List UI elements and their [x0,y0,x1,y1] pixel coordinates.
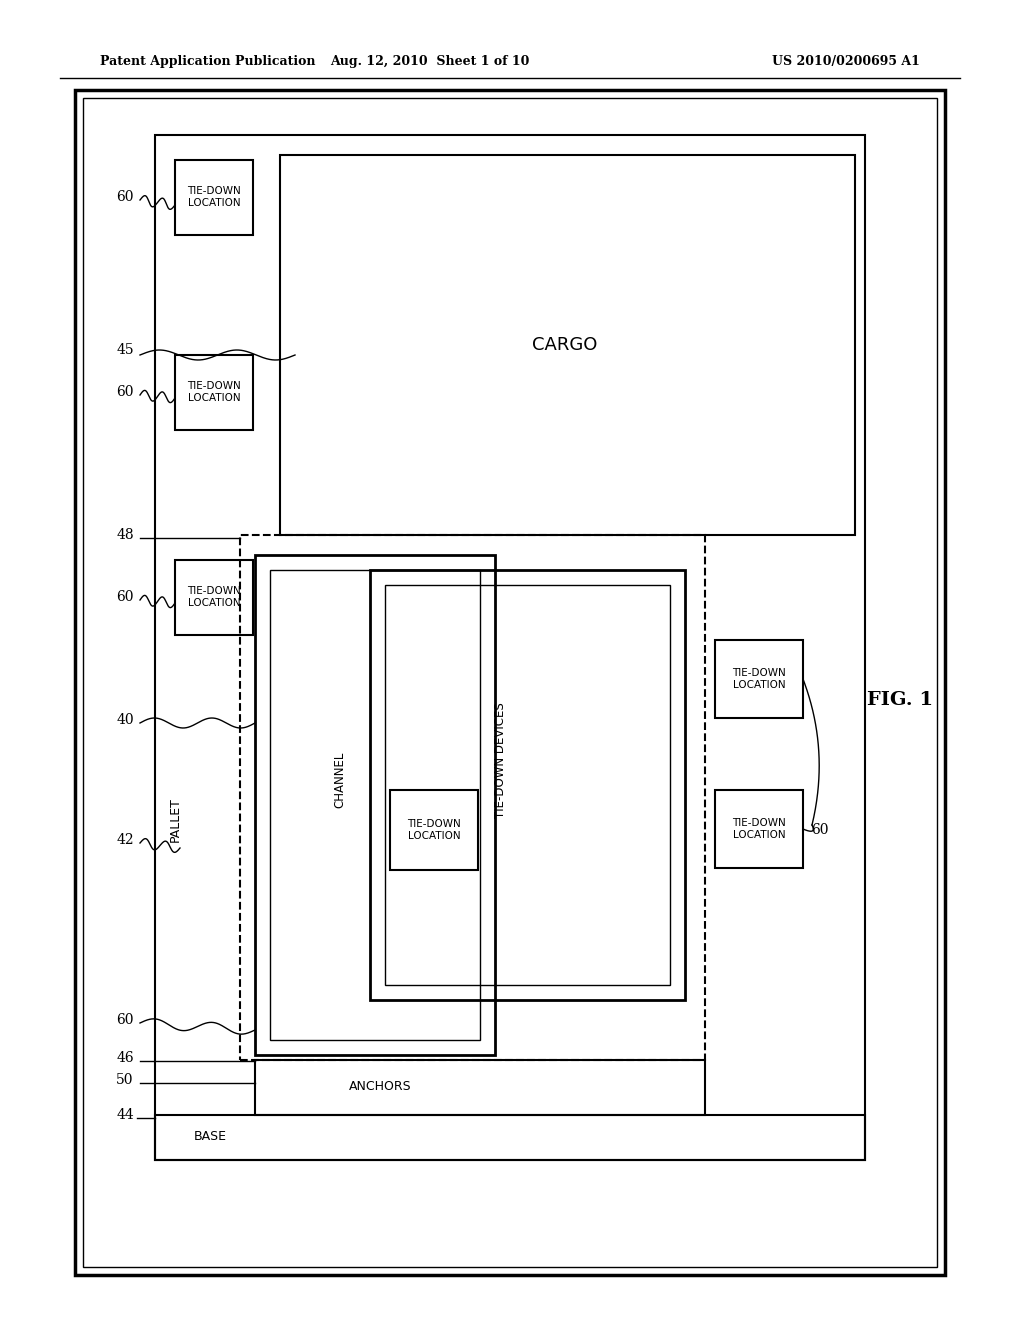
Bar [270,570,480,1040]
Bar [75,90,945,1275]
Text: CARGO: CARGO [532,337,598,354]
Bar [155,135,865,1160]
Text: 45: 45 [116,343,134,356]
Text: TIE-DOWN DEVICES: TIE-DOWN DEVICES [494,702,507,818]
Text: BASE: BASE [194,1130,226,1143]
Text: 60: 60 [117,1012,134,1027]
Text: 42: 42 [116,833,134,847]
Bar [715,789,803,869]
Text: TIE-DOWN
LOCATION: TIE-DOWN LOCATION [732,818,785,840]
Text: CHANNEL: CHANNEL [334,752,346,808]
Bar [83,98,937,1267]
Text: 60: 60 [117,590,134,605]
Bar [280,154,855,535]
Text: 46: 46 [116,1051,134,1065]
Text: FIG. 1: FIG. 1 [867,690,933,709]
Bar [175,560,253,635]
Text: PALLET: PALLET [169,797,181,842]
Bar [715,640,803,718]
Bar [370,570,685,1001]
Bar [240,535,705,1060]
Bar [175,355,253,430]
Bar [255,1060,705,1115]
Bar [385,585,670,985]
Text: 48: 48 [116,528,134,543]
Text: 60: 60 [811,822,828,837]
Bar [155,1115,865,1160]
Text: US 2010/0200695 A1: US 2010/0200695 A1 [772,55,920,69]
Text: TIE-DOWN
LOCATION: TIE-DOWN LOCATION [187,186,241,207]
Bar [390,789,478,870]
Text: ANCHORS: ANCHORS [349,1081,412,1093]
Text: TIE-DOWN
LOCATION: TIE-DOWN LOCATION [187,381,241,403]
Text: TIE-DOWN
LOCATION: TIE-DOWN LOCATION [408,820,461,841]
Text: 60: 60 [117,385,134,399]
Text: Aug. 12, 2010  Sheet 1 of 10: Aug. 12, 2010 Sheet 1 of 10 [331,55,529,69]
Text: 60: 60 [117,190,134,205]
Text: TIE-DOWN
LOCATION: TIE-DOWN LOCATION [732,668,785,690]
Text: TIE-DOWN
LOCATION: TIE-DOWN LOCATION [187,586,241,607]
Bar [175,160,253,235]
Text: 50: 50 [117,1073,134,1086]
Text: Patent Application Publication: Patent Application Publication [100,55,315,69]
Text: 44: 44 [116,1107,134,1122]
Text: 40: 40 [116,713,134,727]
Bar [255,554,495,1055]
